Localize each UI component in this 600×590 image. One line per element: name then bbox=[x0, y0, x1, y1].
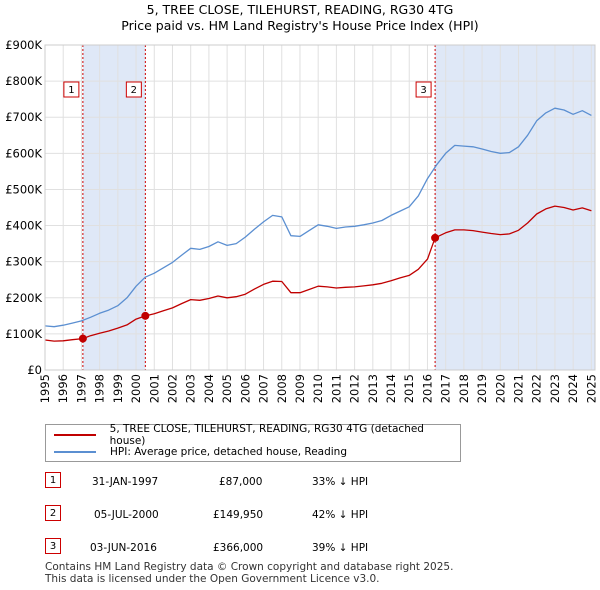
x-tick-label: 2003 bbox=[184, 374, 198, 403]
y-tick-label: £800K bbox=[5, 74, 42, 88]
x-tick-label: 2015 bbox=[402, 374, 416, 403]
plot-area: 1 2 3 £0 £100K £200K £300K £400K £500K £600K £700K… bbox=[5, 38, 598, 403]
table-row: 2 05-JUL-2000 £149,950 42% ↓ HPI bbox=[45, 505, 465, 527]
x-tick-label: 2008 bbox=[275, 374, 289, 403]
sale-label-box bbox=[63, 81, 80, 98]
x-tick-label: 1995 bbox=[38, 374, 52, 403]
x-tick-label: 2019 bbox=[475, 374, 489, 403]
sale-label-box bbox=[415, 81, 432, 98]
y-tick-label: £600K bbox=[5, 146, 42, 160]
y-tick-label: £200K bbox=[5, 291, 42, 305]
legend: 5, TREE CLOSE, TILEHURST, READING, RG30 … bbox=[45, 423, 461, 462]
legend-hpi-swatch bbox=[54, 451, 96, 453]
sale-date: 05-JUL-2000 bbox=[94, 509, 159, 521]
x-tick-label: 2024 bbox=[566, 374, 580, 403]
x-tick-label: 2014 bbox=[384, 374, 398, 403]
sale-hpi-diff: 33% ↓ HPI bbox=[312, 476, 369, 488]
table-row: 3 03-JUN-2016 £366,000 39% ↓ HPI bbox=[45, 538, 465, 560]
y-tick-label: £0 bbox=[27, 363, 42, 377]
legend-item-hpi: HPI: Average price, detached house, Read… bbox=[54, 443, 347, 461]
hpi-series-line bbox=[44, 107, 592, 328]
sale-hpi-diff: 42% ↓ HPI bbox=[312, 509, 369, 521]
legend-price-label: 5, TREE CLOSE, TILEHURST, READING, RG30 … bbox=[109, 423, 424, 447]
x-tick-label: 2010 bbox=[311, 374, 325, 403]
y-tick-label: £300K bbox=[5, 255, 42, 269]
x-tick-label: 1999 bbox=[111, 374, 125, 403]
x-tick-label: 2020 bbox=[493, 374, 507, 403]
x-tick-label: 2018 bbox=[457, 374, 471, 403]
x-tick-label: 2012 bbox=[348, 374, 362, 403]
legend-item-price: 5, TREE CLOSE, TILEHURST, READING, RG30 … bbox=[54, 423, 460, 447]
sale-price: £366,000 bbox=[213, 542, 264, 554]
x-tick-label: 2005 bbox=[220, 374, 234, 403]
sale-label-text: 1 bbox=[68, 85, 74, 96]
sale-badge: 1 bbox=[45, 472, 61, 488]
x-tick-label: 2011 bbox=[329, 374, 343, 403]
sale-point bbox=[78, 334, 87, 343]
sale-point bbox=[141, 311, 150, 320]
sale-badge: 3 bbox=[45, 538, 61, 554]
legend-price-swatch bbox=[54, 434, 96, 436]
footer-licence: This data is licensed under the Open Gov… bbox=[45, 573, 380, 585]
sale-point bbox=[431, 233, 440, 242]
x-tick-label: 1997 bbox=[74, 374, 88, 403]
price-series-line bbox=[44, 205, 592, 342]
y-tick-label: £100K bbox=[5, 327, 42, 341]
sale-price: £149,950 bbox=[213, 509, 264, 521]
x-tick-label: 2009 bbox=[293, 374, 307, 403]
x-tick-label: 2007 bbox=[257, 374, 271, 403]
x-tick-label: 2025 bbox=[584, 374, 598, 403]
x-tick-label: 2016 bbox=[420, 374, 434, 403]
chart-title: 5, TREE CLOSE, TILEHURST, READING, RG30 … bbox=[147, 2, 454, 17]
sale-date: 31-JAN-1997 bbox=[92, 476, 159, 488]
x-tick-label: 1998 bbox=[93, 374, 107, 403]
price-chart: 5, TREE CLOSE, TILEHURST, READING, RG30 … bbox=[5, 2, 598, 403]
x-tick-label: 2022 bbox=[530, 374, 544, 403]
sale-label-box bbox=[125, 81, 142, 98]
y-tick-label: £400K bbox=[5, 219, 42, 233]
footer-copyright: Contains HM Land Registry data © Crown c… bbox=[45, 561, 454, 573]
x-tick-label: 2023 bbox=[548, 374, 562, 403]
x-tick-label: 2021 bbox=[512, 374, 526, 403]
y-tick-label: £900K bbox=[5, 38, 42, 52]
y-tick-label: £500K bbox=[5, 182, 42, 196]
sale-badge: 2 bbox=[45, 505, 61, 521]
legend-hpi-label: HPI: Average price, detached house, Read… bbox=[110, 446, 347, 458]
x-tick-label: 2013 bbox=[366, 374, 380, 403]
sale-price: £87,000 bbox=[219, 476, 263, 488]
x-tick-label: 2004 bbox=[202, 374, 216, 403]
shaded-period bbox=[435, 45, 595, 370]
footer: Contains HM Land Registry data © Crown c… bbox=[45, 561, 453, 585]
x-tick-label: 2001 bbox=[147, 374, 161, 403]
x-tick-label: 2000 bbox=[129, 374, 143, 403]
x-tick-label: 2017 bbox=[439, 374, 453, 403]
sale-hpi-diff: 39% ↓ HPI bbox=[312, 542, 369, 554]
sale-date: 03-JUN-2016 bbox=[90, 542, 157, 554]
chart-subtitle: Price paid vs. HM Land Registry's House … bbox=[121, 18, 478, 33]
table-row: 1 31-JAN-1997 £87,000 33% ↓ HPI bbox=[45, 472, 465, 494]
y-tick-label: £700K bbox=[5, 110, 42, 124]
sale-label-text: 3 bbox=[420, 85, 426, 96]
x-tick-label: 2006 bbox=[238, 374, 252, 403]
sale-label-text: 2 bbox=[131, 85, 137, 96]
plot-frame bbox=[44, 44, 596, 371]
x-tick-label: 2002 bbox=[165, 374, 179, 403]
x-tick-label: 1996 bbox=[56, 374, 70, 403]
